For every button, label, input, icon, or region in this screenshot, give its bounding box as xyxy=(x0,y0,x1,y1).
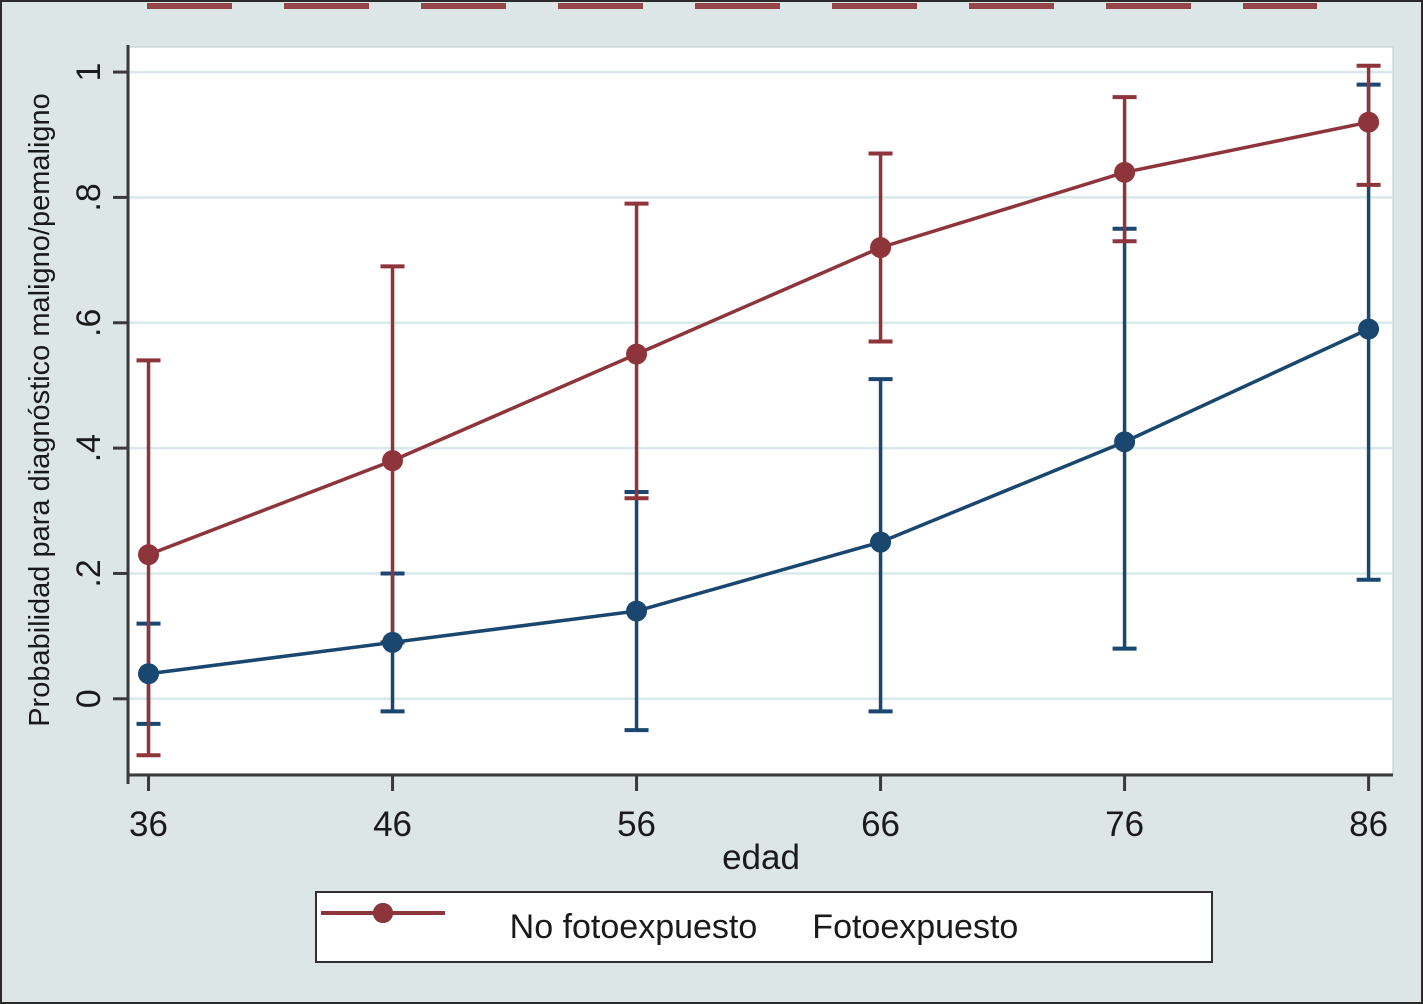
data-point-marker xyxy=(382,631,404,653)
data-point-marker xyxy=(626,600,648,622)
legend-entry-no-fotoexpuesto: No fotoexpuesto xyxy=(321,903,758,947)
data-point-marker xyxy=(1114,161,1136,183)
y-tick-label: .4 xyxy=(70,434,108,462)
y-tick-label: 0 xyxy=(70,689,108,708)
data-point-marker xyxy=(626,343,648,365)
x-tick-label: 86 xyxy=(1349,805,1388,844)
y-tick-label: 1 xyxy=(70,63,108,82)
series-line xyxy=(147,120,1369,557)
x-axis-title: edad xyxy=(722,838,800,877)
data-point-marker xyxy=(1114,431,1136,453)
data-point-marker xyxy=(1358,318,1380,340)
data-point-marker xyxy=(870,531,892,553)
legend-entry-fotoexpuesto: Fotoexpuesto xyxy=(321,903,1019,947)
legend-label: No fotoexpuesto xyxy=(509,907,758,946)
data-point-marker xyxy=(138,663,160,685)
data-point-marker xyxy=(382,450,404,472)
legend-label: Fotoexpuesto xyxy=(812,907,1019,946)
data-point-marker xyxy=(1358,111,1380,133)
data-point-marker xyxy=(138,544,160,566)
x-tick-label: 56 xyxy=(617,805,656,844)
plot-area xyxy=(128,46,1394,775)
legend-sample-line-icon xyxy=(321,903,445,923)
y-tick-label: .2 xyxy=(70,559,108,587)
x-tick-label: 36 xyxy=(129,805,168,844)
x-tick-label: 66 xyxy=(861,805,900,844)
x-tick-label: 76 xyxy=(1105,805,1144,844)
data-point-marker xyxy=(870,237,892,259)
y-axis-title: Probabilidad para diagnóstico maligno/pe… xyxy=(24,93,56,727)
x-tick-label: 46 xyxy=(373,805,412,844)
legend: No fotoexpuesto Fotoexpuesto xyxy=(315,891,1213,963)
y-tick-label: .6 xyxy=(70,309,108,337)
series-line xyxy=(148,327,1370,676)
y-tick-label: .8 xyxy=(70,183,108,211)
